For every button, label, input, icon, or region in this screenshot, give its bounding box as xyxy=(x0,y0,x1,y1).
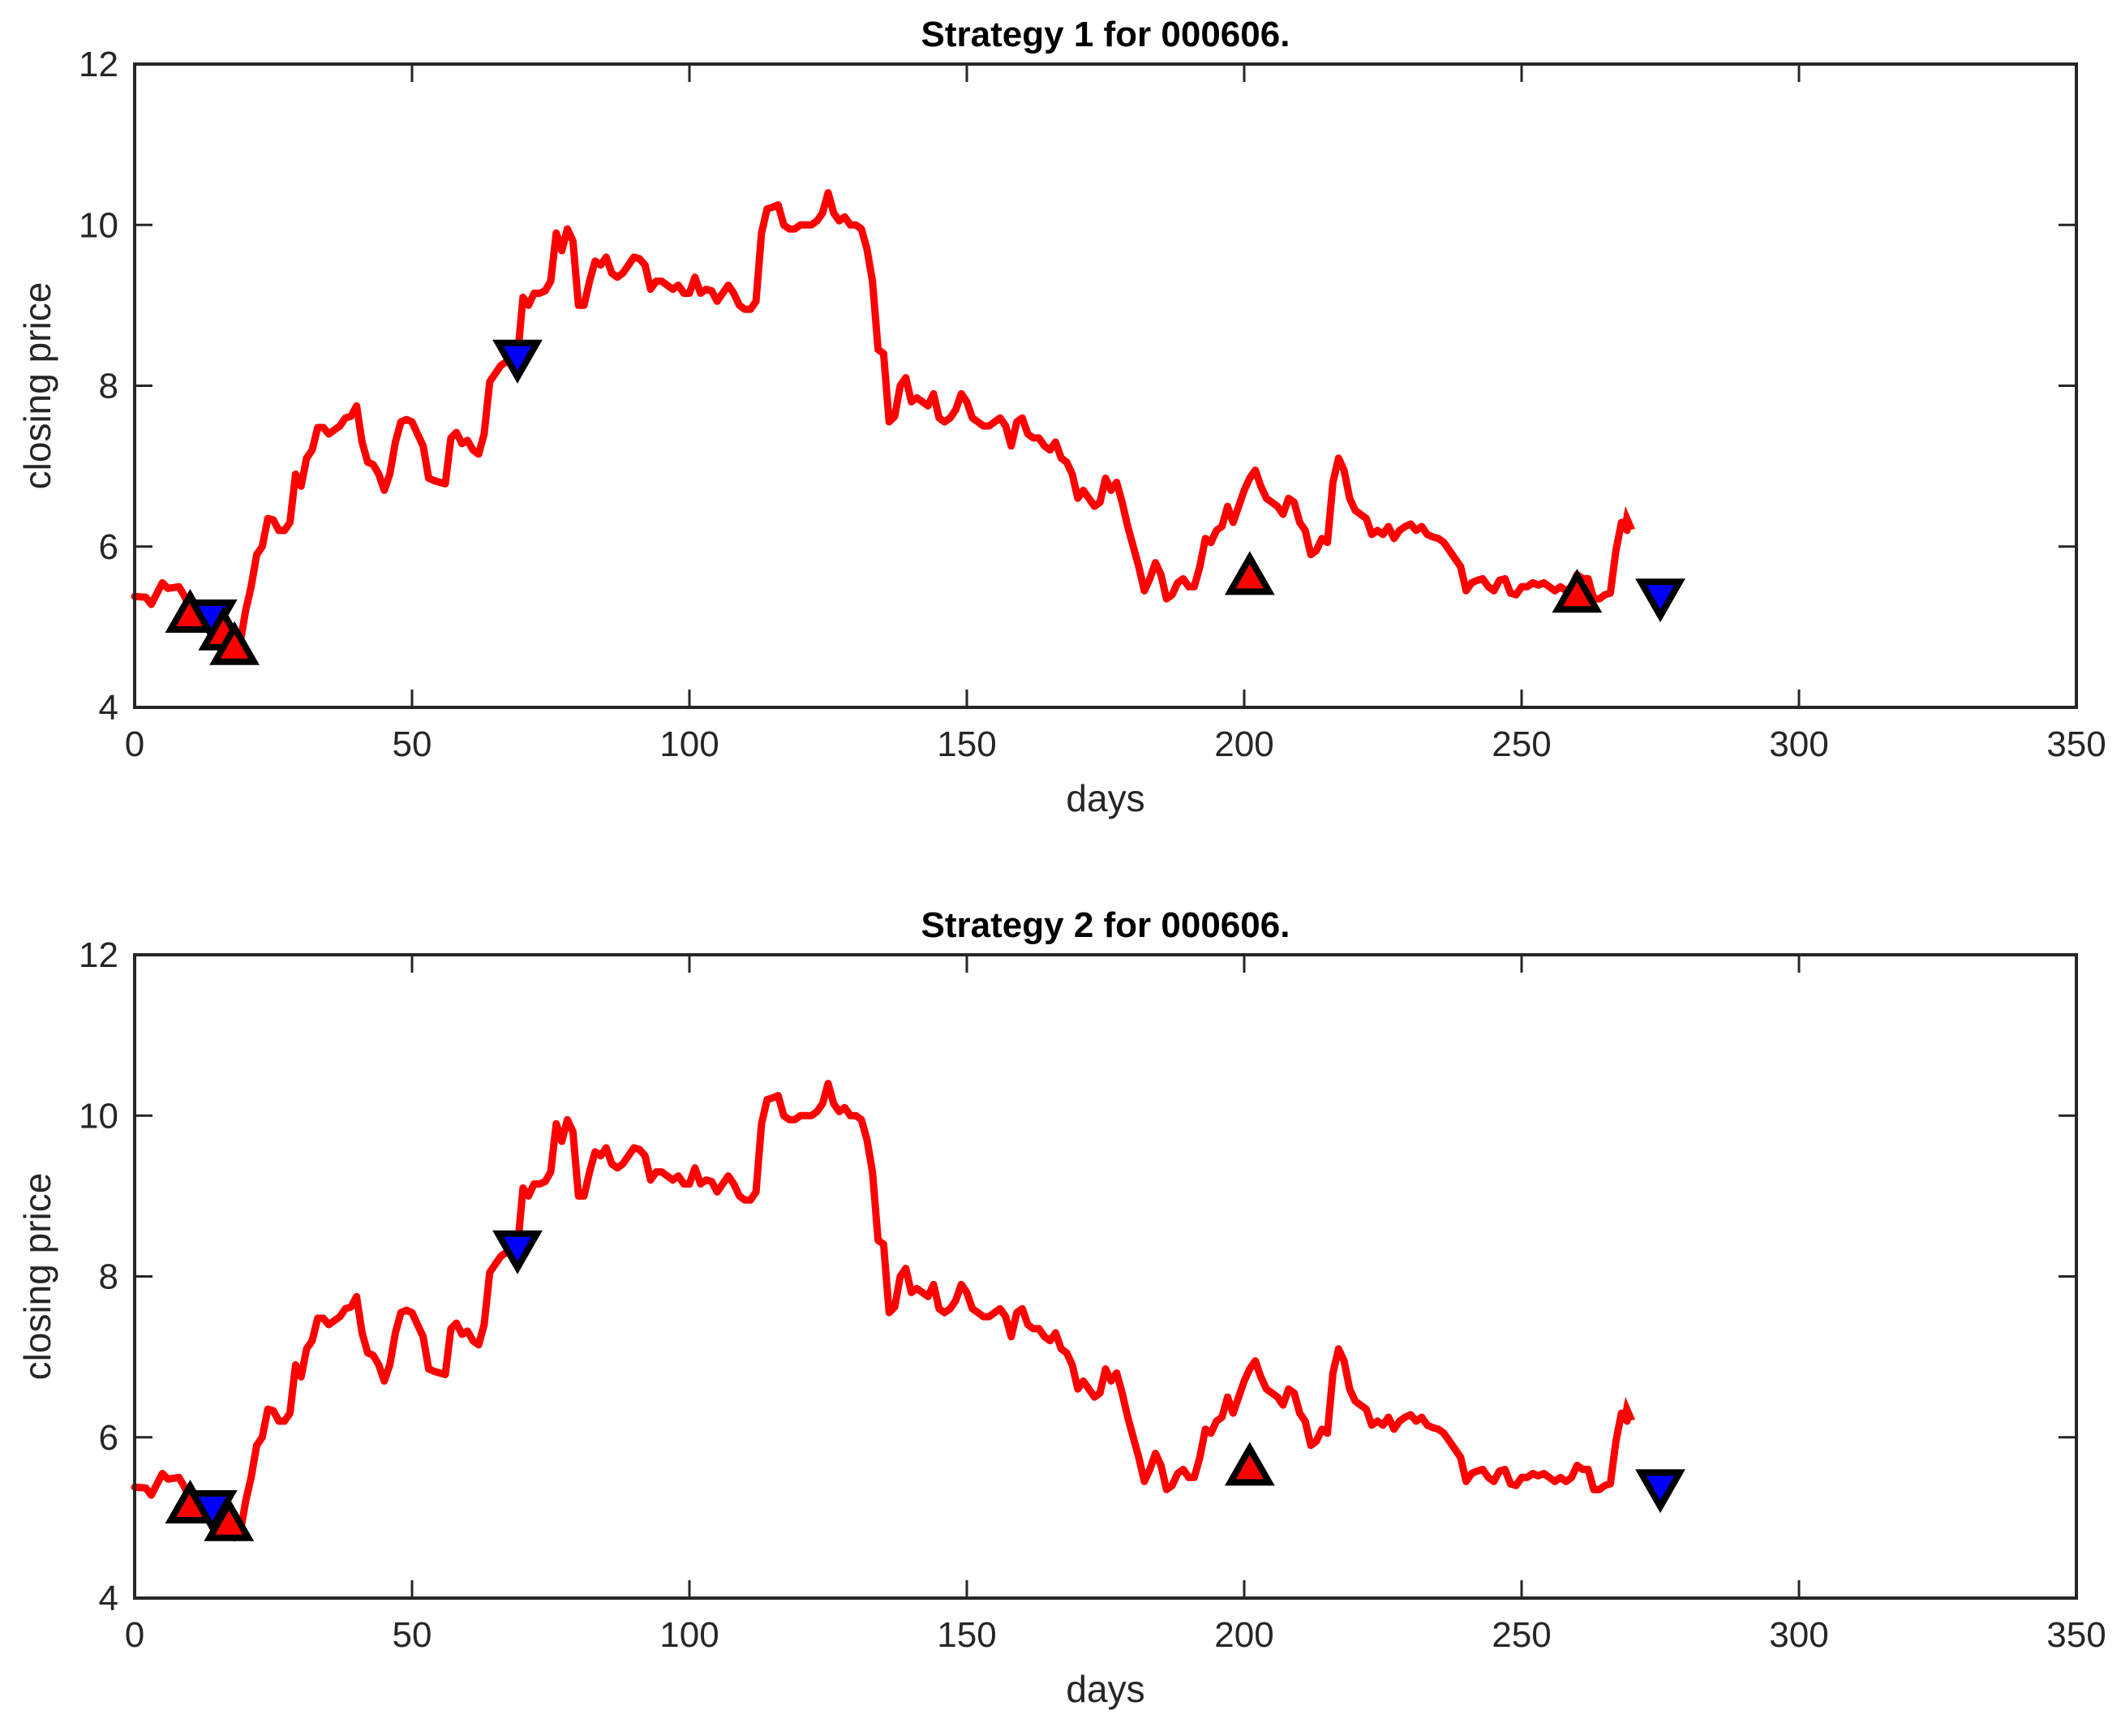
chart-title: Strategy 1 for 000606. xyxy=(921,15,1290,54)
y-tick-label: 8 xyxy=(99,1257,118,1297)
x-tick-label: 200 xyxy=(1214,724,1273,764)
sell-marker xyxy=(492,339,543,384)
y-tick-label: 4 xyxy=(99,1579,118,1618)
x-tick-label: 300 xyxy=(1769,724,1828,764)
sell-marker xyxy=(492,1230,543,1274)
x-tick-label: 150 xyxy=(937,724,996,764)
y-tick-label: 12 xyxy=(79,45,118,84)
x-tick-label: 100 xyxy=(659,724,719,764)
closing-price-line xyxy=(131,189,1631,651)
x-tick-label: 100 xyxy=(659,1615,719,1655)
y-tick-label: 10 xyxy=(79,1096,118,1136)
axes-box xyxy=(133,62,2078,709)
closing-price-line xyxy=(131,1080,1631,1542)
chart-title: Strategy 2 for 000606. xyxy=(921,905,1290,945)
series-end-mark xyxy=(1620,505,1635,532)
y-axis-label: closing price xyxy=(16,282,58,490)
x-tick-label: 50 xyxy=(393,724,432,764)
x-axis-label: days xyxy=(1066,1668,1144,1710)
chart-2: Strategy 2 for 000606. 0 50 100 150 200 250 300… xyxy=(16,905,2106,1710)
y-tick-label: 10 xyxy=(79,205,118,245)
axes-box xyxy=(133,953,2078,1600)
buy-marker xyxy=(209,621,260,665)
x-tick-label: 350 xyxy=(2046,724,2106,764)
x-axis-label: days xyxy=(1066,777,1144,819)
series-end-mark xyxy=(1620,1396,1635,1423)
buy-marker xyxy=(204,1497,255,1541)
y-tick-label: 12 xyxy=(79,935,118,975)
chart-1: Strategy 1 for 000606. 0 50 100 150 200 250 300… xyxy=(16,15,2106,819)
x-tick-label: 0 xyxy=(125,724,144,764)
y-axis-label: closing price xyxy=(16,1173,58,1381)
y-tick-label: 8 xyxy=(99,367,118,406)
x-tick-label: 150 xyxy=(937,1615,996,1655)
sell-marker xyxy=(1635,1469,1685,1514)
buy-marker xyxy=(1224,551,1275,595)
y-tick-label: 4 xyxy=(99,688,118,728)
buy-marker xyxy=(1552,569,1603,613)
x-tick-label: 250 xyxy=(1492,724,1551,764)
x-tick-label: 350 xyxy=(2046,1615,2106,1655)
x-tick-label: 200 xyxy=(1214,1615,1273,1655)
x-tick-label: 50 xyxy=(393,1615,432,1655)
y-tick-label: 6 xyxy=(99,1418,118,1458)
x-tick-label: 0 xyxy=(125,1615,144,1655)
sell-marker xyxy=(1635,578,1685,623)
buy-marker xyxy=(1224,1442,1275,1486)
y-tick-label: 6 xyxy=(99,527,118,567)
x-tick-label: 300 xyxy=(1769,1615,1828,1655)
x-tick-label: 250 xyxy=(1492,1615,1551,1655)
